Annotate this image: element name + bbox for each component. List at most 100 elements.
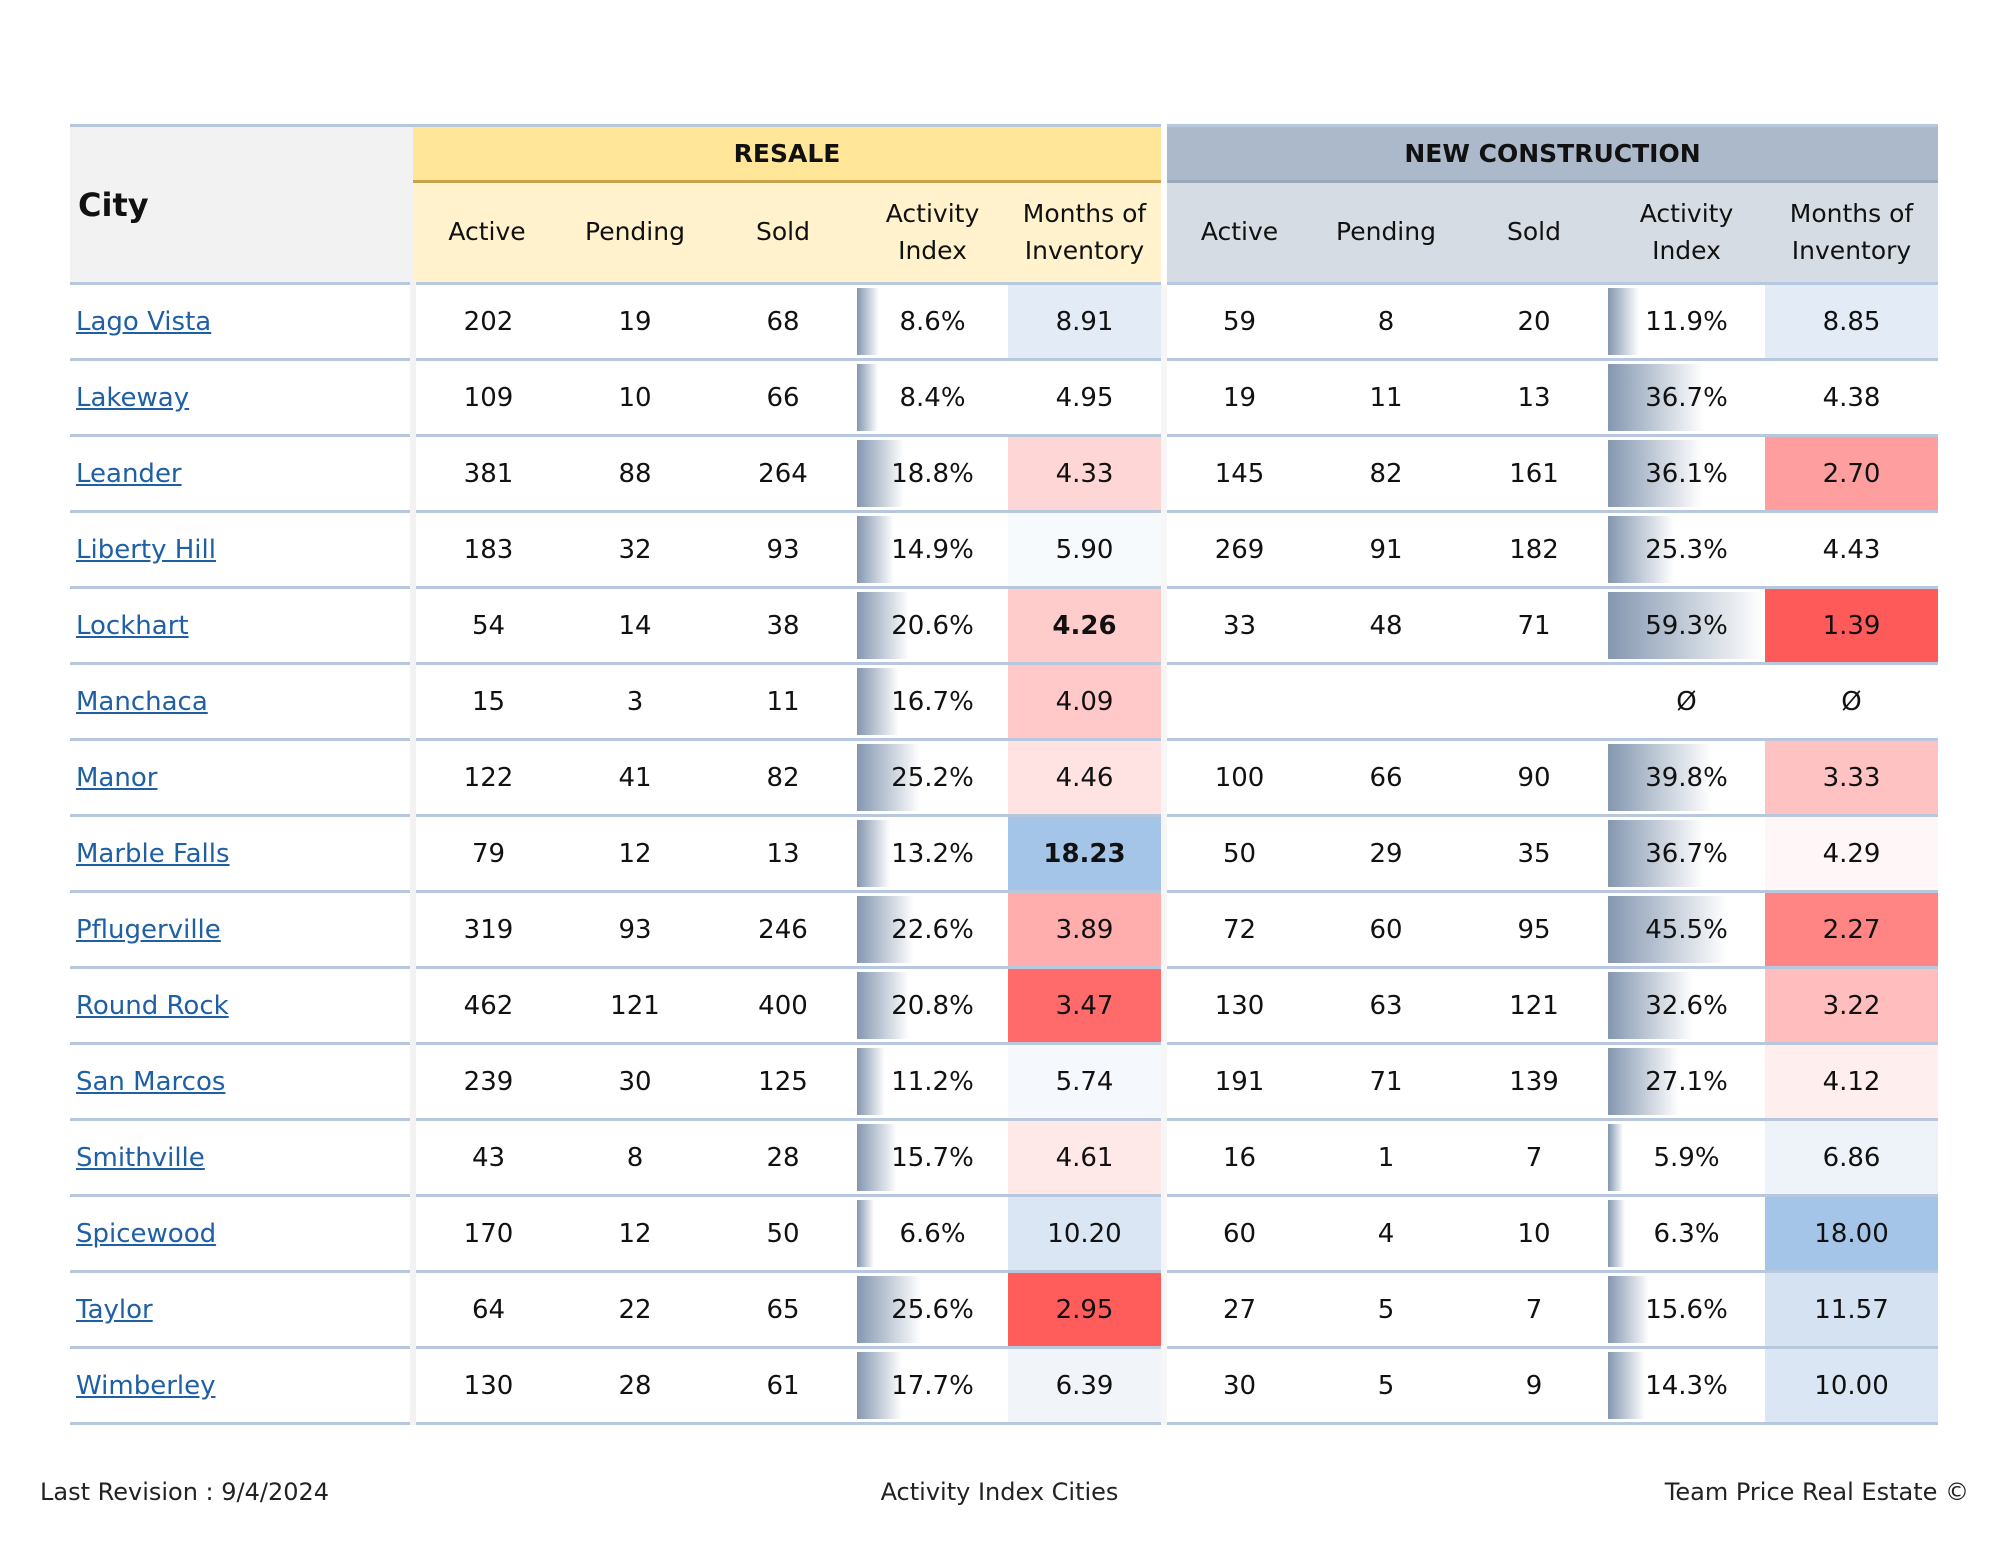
resale-pending-cell: 3 [561, 663, 709, 741]
new-months-of-inventory-cell: 11.57 [1765, 1271, 1939, 1349]
city-link[interactable]: Lakeway [76, 382, 190, 413]
new-active-cell: 72 [1161, 891, 1313, 969]
new-active-cell: 191 [1161, 1043, 1313, 1121]
new-months-of-inventory-cell: 6.86 [1765, 1119, 1939, 1197]
city-link[interactable]: Taylor [76, 1294, 153, 1325]
resale-active-cell: 381 [413, 435, 561, 513]
activity-index-value: 14.9% [891, 534, 974, 565]
resale-active-cell: 202 [413, 283, 561, 361]
activity-index-value: 25.2% [891, 762, 974, 793]
city-link[interactable]: San Marcos [76, 1066, 226, 1097]
new-active-cell: 100 [1161, 739, 1313, 817]
new-activity-index-cell: 36.1% [1608, 435, 1766, 513]
city-cell: Lago Vista [70, 283, 416, 361]
new-active-cell: 60 [1161, 1195, 1313, 1273]
activity-index-bar [1608, 1276, 1649, 1343]
activity-index-value: 15.6% [1645, 1294, 1728, 1325]
resale-activity-index-cell: 13.2% [857, 815, 1008, 893]
new-active-cell: 59 [1161, 283, 1313, 361]
city-link[interactable]: Manor [76, 762, 158, 793]
table-row: Pflugerville 319 93 246 22.6% 3.89 72 60 95 45.5%… [70, 891, 1939, 969]
activity-index-bar [1608, 516, 1675, 583]
city-cell: Lockhart [70, 587, 416, 665]
city-link[interactable]: Lockhart [76, 610, 189, 641]
new-months-of-inventory-cell: 18.00 [1765, 1195, 1939, 1273]
new-pending-cell: 82 [1312, 435, 1461, 513]
city-link[interactable]: Pflugerville [76, 914, 221, 945]
city-cell: Pflugerville [70, 891, 416, 969]
activity-index-value: 45.5% [1645, 914, 1728, 945]
activity-index-bar [1608, 1352, 1646, 1419]
table-row: Smithville 43 8 28 15.7% 4.61 16 1 7 5.9% 6.86 [70, 1119, 1939, 1197]
new-active-cell: 130 [1161, 967, 1313, 1045]
city-cell: Smithville [70, 1119, 416, 1197]
activity-index-bar [857, 744, 921, 811]
resale-pending-cell: 32 [561, 511, 709, 589]
new-active-cell: 269 [1161, 511, 1313, 589]
activity-index-bar [1608, 364, 1705, 431]
table-row: Marble Falls 79 12 13 13.2% 18.23 50 29 35 36.7% 4… [70, 815, 1939, 893]
city-link[interactable]: Lago Vista [76, 306, 212, 337]
resale-sold-cell: 66 [709, 359, 857, 437]
new-active-header: Active [1161, 181, 1313, 285]
city-link[interactable]: Smithville [76, 1142, 205, 1173]
city-link[interactable]: Wimberley [76, 1370, 216, 1401]
city-link[interactable]: Manchaca [76, 686, 208, 717]
activity-index-bar [1608, 1200, 1625, 1267]
city-cell: Leander [70, 435, 416, 513]
activity-index-bar [857, 288, 879, 355]
resale-months-of-inventory-cell: 6.39 [1008, 1347, 1168, 1425]
activity-index-value: 8.6% [899, 306, 966, 337]
activity-index-value: 25.3% [1645, 534, 1728, 565]
activity-index-value: 17.7% [891, 1370, 974, 1401]
resale-months-of-inventory-header: Months of Inventory [1008, 181, 1165, 285]
resale-activity-index-cell: 18.8% [857, 435, 1008, 513]
resale-active-cell: 239 [413, 1043, 561, 1121]
table-row: San Marcos 239 30 125 11.2% 5.74 191 71 139 27.1%… [70, 1043, 1939, 1121]
activity-index-value: 27.1% [1645, 1066, 1728, 1097]
resale-activity-index-header: Activity Index [857, 181, 1008, 285]
activity-index-label: Activity Index [885, 199, 980, 265]
resale-pending-cell: 8 [561, 1119, 709, 1197]
table-row: Round Rock 462 121 400 20.8% 3.47 130 63 121 32.6… [70, 967, 1939, 1045]
resale-header: RESALE [413, 124, 1165, 183]
new-activity-index-cell: 36.7% [1608, 359, 1766, 437]
resale-activity-index-cell: 8.4% [857, 359, 1008, 437]
activity-index-bar [1608, 896, 1728, 963]
resale-active-cell: 130 [413, 1347, 561, 1425]
resale-activity-index-cell: 25.2% [857, 739, 1008, 817]
new-months-of-inventory-cell: 3.22 [1765, 967, 1939, 1045]
resale-sold-cell: 246 [709, 891, 857, 969]
activity-index-bar [857, 364, 879, 431]
city-link[interactable]: Marble Falls [76, 838, 230, 869]
activity-index-value: 11.9% [1645, 306, 1728, 337]
activity-index-value: 14.3% [1645, 1370, 1728, 1401]
resale-pending-cell: 10 [561, 359, 709, 437]
resale-active-cell: 122 [413, 739, 561, 817]
resale-active-cell: 54 [413, 587, 561, 665]
new-sold-cell: 95 [1460, 891, 1609, 969]
resale-activity-index-cell: 8.6% [857, 283, 1008, 361]
city-cell: Lakeway [70, 359, 416, 437]
resale-sold-cell: 82 [709, 739, 857, 817]
table-row: Lockhart 54 14 38 20.6% 4.26 33 48 71 59.3% 1.39 [70, 587, 1939, 665]
city-link[interactable]: Spicewood [76, 1218, 217, 1249]
city-cell: Taylor [70, 1271, 416, 1349]
resale-sold-cell: 125 [709, 1043, 857, 1121]
city-link[interactable]: Liberty Hill [76, 534, 216, 565]
activity-index-value: 59.3% [1645, 610, 1728, 641]
months-of-inventory-label: Months of Inventory [1022, 199, 1147, 265]
activity-index-bar [857, 440, 905, 507]
resale-activity-index-cell: 15.7% [857, 1119, 1008, 1197]
new-sold-cell: 35 [1460, 815, 1609, 893]
resale-sold-cell: 38 [709, 587, 857, 665]
new-activity-index-cell: 25.3% [1608, 511, 1766, 589]
city-link[interactable]: Round Rock [76, 990, 229, 1021]
resale-sold-header: Sold [709, 181, 857, 285]
resale-months-of-inventory-cell: 2.95 [1008, 1271, 1168, 1349]
resale-months-of-inventory-cell: 4.26 [1008, 587, 1168, 665]
new-sold-cell: 9 [1460, 1347, 1609, 1425]
activity-index-value: 16.7% [891, 686, 974, 717]
resale-months-of-inventory-cell: 5.74 [1008, 1043, 1168, 1121]
city-link[interactable]: Leander [76, 458, 182, 489]
